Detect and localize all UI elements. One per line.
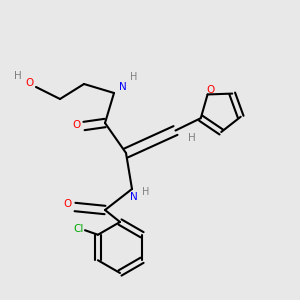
Text: Cl: Cl bbox=[73, 224, 84, 234]
Text: H: H bbox=[142, 187, 150, 197]
Text: H: H bbox=[14, 70, 22, 81]
Text: N: N bbox=[119, 82, 127, 92]
Text: H: H bbox=[130, 71, 137, 82]
Text: O: O bbox=[63, 199, 72, 209]
Text: O: O bbox=[206, 85, 215, 95]
Text: O: O bbox=[26, 77, 34, 88]
Text: H: H bbox=[188, 133, 196, 143]
Text: N: N bbox=[130, 191, 137, 202]
Text: O: O bbox=[72, 119, 81, 130]
